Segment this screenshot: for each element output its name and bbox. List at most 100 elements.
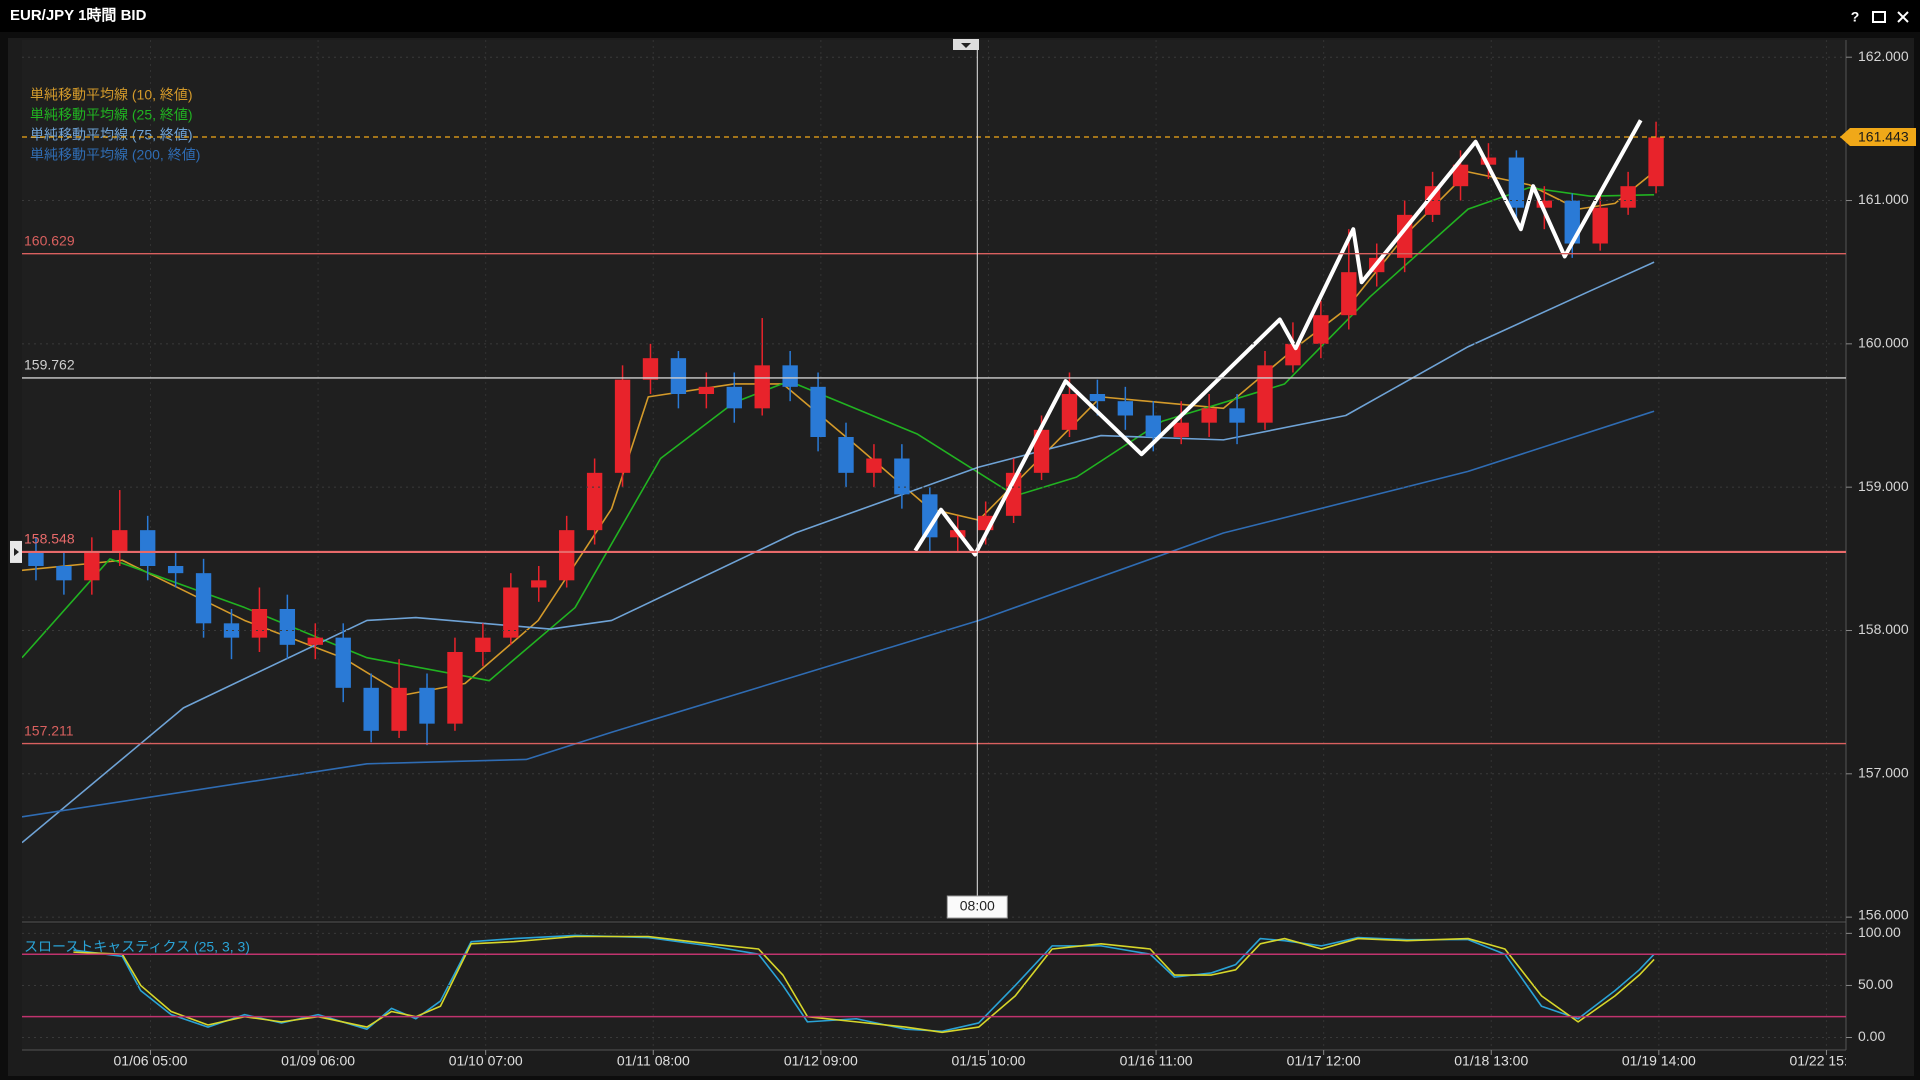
y-tick-label: 100.00 [1858, 924, 1901, 940]
x-tick-label: 01/19 14:00 [1622, 1053, 1696, 1069]
candle-body [1005, 472, 1022, 516]
window-title: EUR/JPY 1時間 BID [10, 6, 147, 24]
candle-body [1480, 157, 1497, 165]
x-tick-label: 01/16 11:00 [1120, 1053, 1193, 1069]
candle-body [1173, 422, 1189, 438]
x-tick-label: 01/12 09:00 [784, 1053, 858, 1069]
candle-body [531, 580, 547, 588]
crosshair-label: 08:00 [960, 898, 995, 914]
candle-body [1592, 207, 1608, 244]
candle-body [1089, 394, 1106, 402]
last-price-tag [1840, 128, 1916, 147]
y-tick-label: 158.000 [1858, 621, 1909, 637]
y-tick-label: 50.00 [1858, 976, 1893, 992]
candle-body [838, 437, 854, 473]
candle-body [1145, 415, 1161, 438]
y-tick-label: 0.00 [1858, 1028, 1885, 1044]
candle-body [754, 365, 770, 409]
candle-body [1452, 164, 1469, 187]
candle-body [251, 608, 268, 638]
candle-body [670, 358, 687, 395]
x-tick-label: 01/11 08:00 [617, 1053, 690, 1069]
candle-body [419, 687, 435, 724]
candle-body [1061, 394, 1078, 430]
candle-body [782, 365, 798, 387]
candle-body [810, 386, 826, 438]
candle-body [1033, 429, 1050, 473]
x-tick-label: 01/17 12:00 [1287, 1053, 1361, 1069]
level-label: 159.762 [24, 357, 75, 373]
x-tick-label: 01/15 10:00 [951, 1053, 1025, 1069]
candle-body [1620, 186, 1636, 208]
candle-body [84, 551, 100, 581]
close-button[interactable] [1897, 11, 1909, 23]
candle-body [223, 623, 240, 638]
candle-body [586, 472, 603, 531]
candle-body [1508, 157, 1525, 208]
candle-body [642, 358, 659, 380]
level-label: 158.548 [24, 531, 75, 547]
candle-body [1117, 401, 1134, 416]
x-tick-label: 01/22 15:00 [1789, 1053, 1863, 1069]
plot-layer: 01/06 05:00 01/09 06:00 01/10 07:00 01/11 0… [10, 40, 1916, 1069]
legend-entry: 単純移動平均線 (75, 終値) [30, 127, 193, 143]
candle-body [307, 637, 323, 645]
candle-body [1341, 272, 1357, 316]
candle-body [391, 687, 407, 731]
candle-body [614, 379, 631, 473]
candle-body [894, 458, 910, 495]
legend-entry: 単純移動平均線 (10, 終値) [30, 87, 193, 103]
level-label: 157.211 [24, 722, 74, 738]
y-tick-label: 162.000 [1858, 48, 1909, 64]
candle-body [559, 530, 575, 581]
candle-body [363, 687, 379, 731]
candle-body [140, 530, 156, 566]
maximize-button[interactable] [1872, 11, 1886, 23]
x-tick-label: 01/10 07:00 [449, 1053, 523, 1069]
candle-body [1229, 408, 1245, 423]
candle-body [447, 651, 463, 724]
candle-body [1201, 408, 1217, 423]
oscillator-line [73, 934, 1655, 1033]
help-button[interactable]: ? [1851, 9, 1860, 25]
zigzag-annotation [913, 119, 1643, 557]
panel-toggle-arrow [961, 43, 971, 48]
y-tick-label: 160.000 [1858, 335, 1909, 351]
candle-body [866, 458, 882, 473]
candle-body [167, 565, 184, 574]
moving-average-line [22, 186, 1655, 682]
candle-body [726, 386, 742, 409]
y-tick-label: 159.000 [1858, 478, 1909, 494]
level-handle-arrow [14, 547, 19, 556]
candle-body [503, 587, 519, 638]
legend-entry: 単純移動平均線 (200, 終値) [30, 147, 200, 163]
moving-average-line [22, 261, 1655, 844]
candle-body [1313, 315, 1329, 344]
crosshair-label-box [946, 895, 1008, 919]
moving-average-line [22, 410, 1655, 818]
maximize-icon [1872, 11, 1886, 23]
candle-body [1648, 137, 1664, 187]
legend-entry: 単純移動平均線 (25, 終値) [30, 107, 193, 123]
candle-body [475, 637, 491, 652]
title-bar [0, 0, 1920, 32]
candle-body [56, 565, 72, 581]
price-panel [22, 40, 1846, 920]
oscillator-panel [22, 924, 1846, 1050]
last-price-label: 161.443 [1858, 129, 1909, 145]
panel-toggle[interactable] [953, 39, 979, 50]
candle-body [28, 551, 44, 566]
level-label: 160.629 [24, 232, 75, 248]
candle-body [112, 530, 128, 552]
close-icon [1897, 11, 1909, 23]
candle-body [1536, 200, 1553, 208]
candle-body [1257, 365, 1273, 423]
x-tick-label: 01/18 13:00 [1454, 1053, 1528, 1069]
candle-body [335, 637, 351, 688]
candle-body [195, 573, 212, 624]
x-tick-label: 01/06 05:00 [114, 1053, 188, 1069]
candle-body [922, 494, 938, 538]
